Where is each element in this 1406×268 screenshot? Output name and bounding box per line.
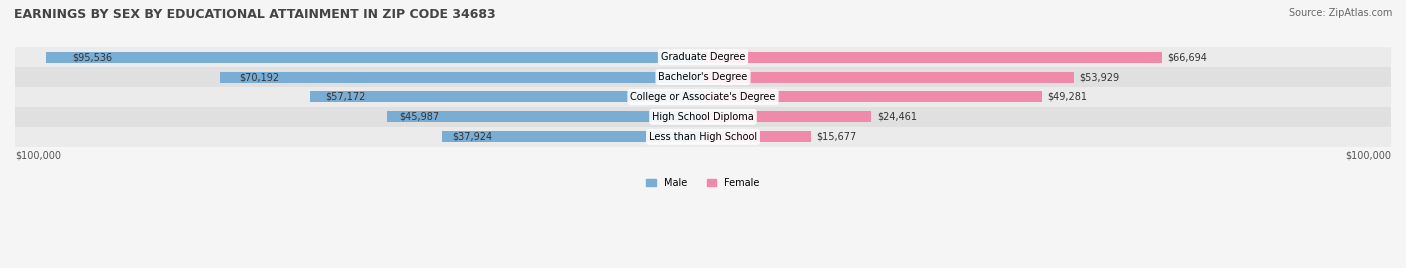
- Bar: [703, 72, 1074, 83]
- Bar: [15, 107, 1391, 127]
- Text: $66,694: $66,694: [1167, 52, 1208, 62]
- Text: $53,929: $53,929: [1080, 72, 1119, 82]
- Text: $45,987: $45,987: [399, 112, 440, 122]
- Bar: [703, 52, 1161, 63]
- Text: Source: ZipAtlas.com: Source: ZipAtlas.com: [1288, 8, 1392, 18]
- Bar: [441, 131, 703, 142]
- Text: $24,461: $24,461: [877, 112, 917, 122]
- Bar: [15, 127, 1391, 147]
- Text: $100,000: $100,000: [15, 151, 60, 161]
- Bar: [15, 67, 1391, 87]
- Text: $49,281: $49,281: [1047, 92, 1088, 102]
- Text: $70,192: $70,192: [239, 72, 280, 82]
- Bar: [221, 72, 703, 83]
- Bar: [703, 91, 1042, 102]
- Bar: [15, 47, 1391, 67]
- Text: Bachelor's Degree: Bachelor's Degree: [658, 72, 748, 82]
- Bar: [703, 111, 872, 122]
- Bar: [46, 52, 703, 63]
- Text: $37,924: $37,924: [453, 132, 492, 142]
- Bar: [703, 131, 811, 142]
- Bar: [387, 111, 703, 122]
- Text: $57,172: $57,172: [325, 92, 366, 102]
- Text: $95,536: $95,536: [72, 52, 112, 62]
- Text: College or Associate's Degree: College or Associate's Degree: [630, 92, 776, 102]
- Bar: [309, 91, 703, 102]
- Text: $100,000: $100,000: [1346, 151, 1391, 161]
- Text: High School Diploma: High School Diploma: [652, 112, 754, 122]
- Bar: [15, 87, 1391, 107]
- Text: Graduate Degree: Graduate Degree: [661, 52, 745, 62]
- Text: $15,677: $15,677: [817, 132, 856, 142]
- Text: Less than High School: Less than High School: [650, 132, 756, 142]
- Legend: Male, Female: Male, Female: [643, 174, 763, 192]
- Text: EARNINGS BY SEX BY EDUCATIONAL ATTAINMENT IN ZIP CODE 34683: EARNINGS BY SEX BY EDUCATIONAL ATTAINMEN…: [14, 8, 496, 21]
